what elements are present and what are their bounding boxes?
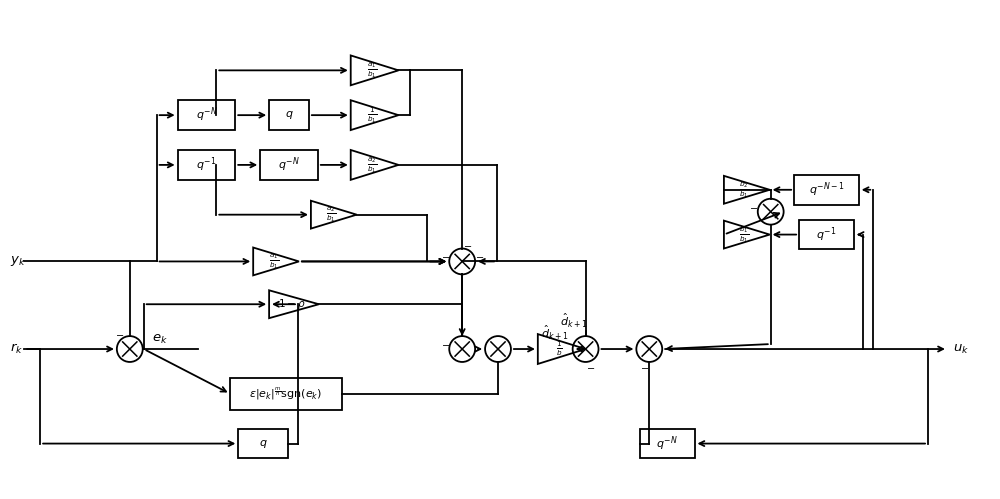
Text: $-$: $-$ bbox=[463, 240, 472, 250]
Text: $-$: $-$ bbox=[441, 339, 450, 349]
Text: $1-\rho$: $1-\rho$ bbox=[278, 297, 305, 311]
Text: $\frac{a_1}{b_1}$: $\frac{a_1}{b_1}$ bbox=[367, 60, 377, 80]
Bar bbox=[799, 220, 854, 250]
Bar bbox=[178, 150, 235, 180]
Text: $-$: $-$ bbox=[640, 362, 649, 372]
Text: $-$: $-$ bbox=[749, 202, 758, 212]
Text: $\hat{d}_{k+1}$: $\hat{d}_{k+1}$ bbox=[541, 324, 568, 342]
Text: $e_k$: $e_k$ bbox=[152, 332, 167, 346]
Bar bbox=[269, 100, 309, 130]
Text: $\frac{b_2}{b_1}$: $\frac{b_2}{b_1}$ bbox=[739, 179, 750, 200]
Text: $-$: $-$ bbox=[441, 251, 450, 261]
Text: $q$: $q$ bbox=[259, 438, 267, 450]
Text: $\hat{d}_{k+1}$: $\hat{d}_{k+1}$ bbox=[560, 312, 587, 330]
Text: $\varepsilon|e_k|^{\frac{m}{n}}\mathrm{sgn}(e_k)$: $\varepsilon|e_k|^{\frac{m}{n}}\mathrm{s… bbox=[249, 385, 323, 402]
Text: $r_k$: $r_k$ bbox=[10, 342, 23, 356]
Text: $q$: $q$ bbox=[285, 109, 293, 121]
Text: $-$: $-$ bbox=[586, 362, 595, 372]
Text: $q^{-1}$: $q^{-1}$ bbox=[816, 225, 837, 244]
Bar bbox=[238, 429, 288, 459]
Text: $u_k$: $u_k$ bbox=[953, 342, 969, 356]
Bar bbox=[640, 429, 695, 459]
Bar bbox=[260, 150, 318, 180]
Text: $q^{-N-1}$: $q^{-N-1}$ bbox=[809, 181, 844, 199]
Text: $\frac{a_2}{b_1}$: $\frac{a_2}{b_1}$ bbox=[326, 205, 337, 225]
Bar bbox=[794, 175, 859, 205]
Text: $q^{-N}$: $q^{-N}$ bbox=[278, 156, 300, 174]
Text: $\frac{a_1}{b_1}$: $\frac{a_1}{b_1}$ bbox=[269, 251, 279, 271]
Text: $-$: $-$ bbox=[115, 329, 124, 339]
Bar bbox=[178, 100, 235, 130]
Text: $\frac{b_1}{b_1}$: $\frac{b_1}{b_1}$ bbox=[739, 224, 750, 245]
Text: $\frac{1}{b}$: $\frac{1}{b}$ bbox=[556, 340, 563, 358]
Bar bbox=[230, 378, 342, 410]
Text: $q^{-N}$: $q^{-N}$ bbox=[656, 434, 678, 453]
Text: $q^{-1}$: $q^{-1}$ bbox=[196, 156, 217, 174]
Text: $y_k$: $y_k$ bbox=[10, 254, 26, 268]
Text: $\frac{1}{b_1}$: $\frac{1}{b_1}$ bbox=[367, 105, 377, 125]
Text: $q^{-N}$: $q^{-N}$ bbox=[196, 106, 217, 124]
Text: $\frac{a_2}{b_1}$: $\frac{a_2}{b_1}$ bbox=[367, 155, 377, 175]
Text: $-$: $-$ bbox=[475, 251, 484, 261]
